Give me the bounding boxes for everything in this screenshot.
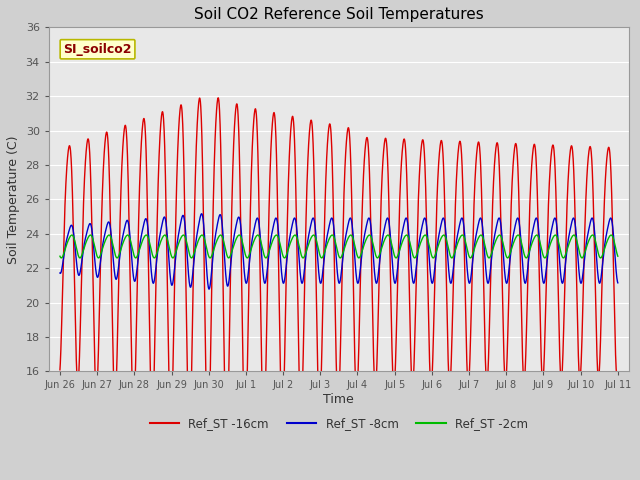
Legend: Ref_ST -16cm, Ref_ST -8cm, Ref_ST -2cm: Ref_ST -16cm, Ref_ST -8cm, Ref_ST -2cm xyxy=(145,412,533,434)
X-axis label: Time: Time xyxy=(323,393,355,406)
Title: Soil CO2 Reference Soil Temperatures: Soil CO2 Reference Soil Temperatures xyxy=(194,7,484,22)
Text: SI_soilco2: SI_soilco2 xyxy=(63,43,132,56)
Y-axis label: Soil Temperature (C): Soil Temperature (C) xyxy=(7,135,20,264)
